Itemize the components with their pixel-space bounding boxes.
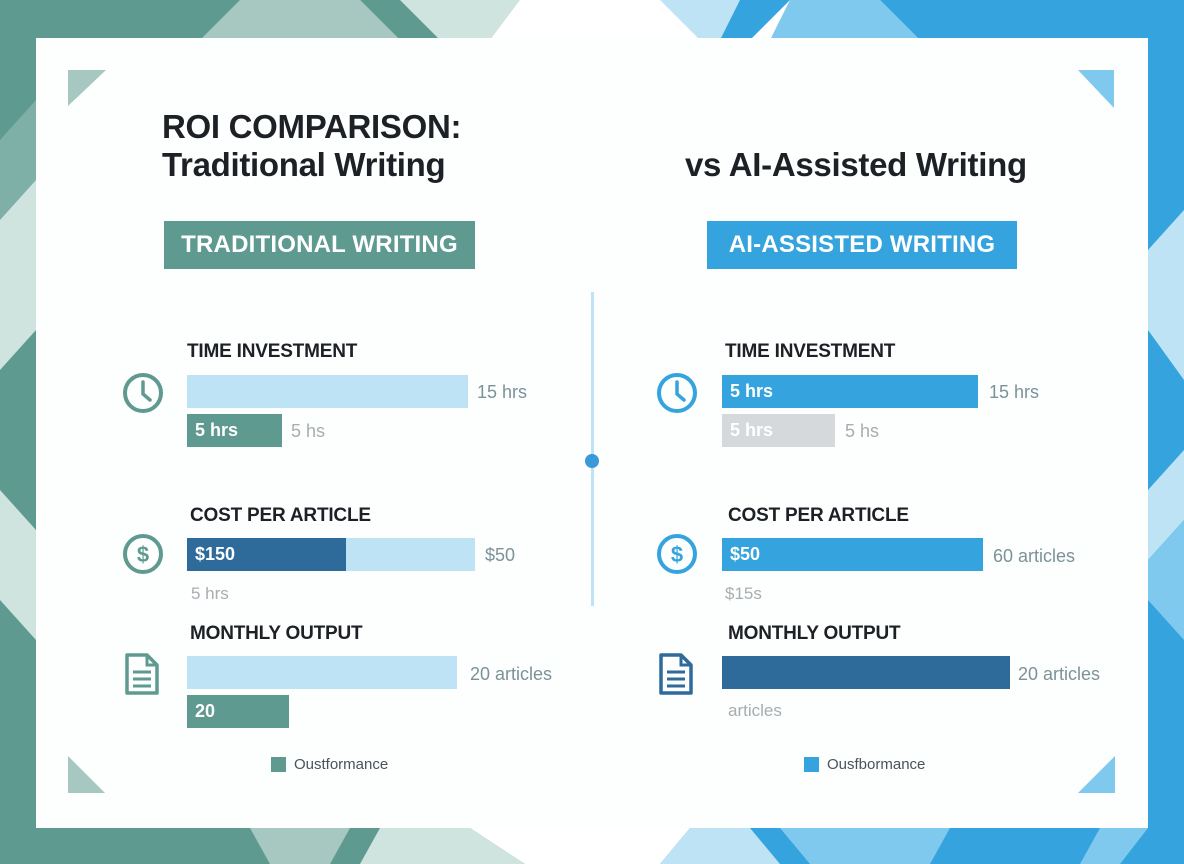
corner-triangle-bottom-right — [1078, 756, 1115, 793]
legend-traditional: Oustformance — [271, 756, 388, 773]
title-line-2-left: Traditional Writing — [162, 146, 446, 183]
metric-label-time: TIME INVESTMENT — [725, 341, 896, 362]
bar-time-1 — [187, 375, 468, 408]
sub-cost: $15s — [725, 584, 762, 603]
bar-cost-1: $150 — [187, 538, 346, 571]
title-line-2-right: vs AI-Assisted Writing — [685, 146, 1027, 183]
corner-triangle-top-left — [68, 70, 106, 106]
bar-time-1: 5 hrs — [722, 375, 978, 408]
svg-text:$: $ — [137, 542, 149, 567]
bar-output-2: 20 — [187, 695, 289, 728]
corner-triangle-bottom-left — [68, 756, 105, 793]
value-time-1: 15 hrs — [989, 382, 1040, 402]
sub-output: articles — [728, 701, 782, 720]
bar-time-2: 5 hrs — [722, 414, 835, 447]
svg-text:$: $ — [671, 542, 683, 567]
metric-label-output: MONTHLY OUTPUT — [728, 623, 901, 644]
dollar-icon: $ — [123, 534, 163, 574]
corner-triangle-top-right — [1078, 70, 1114, 108]
divider-dot — [585, 454, 599, 468]
bar-cost-1: $50 — [722, 538, 983, 571]
value-output-1: 20 articles — [1018, 664, 1101, 684]
legend-swatch — [804, 757, 819, 772]
traditional-badge: TRADITIONAL WRITING — [164, 221, 475, 269]
metric-label-output: MONTHLY OUTPUT — [190, 623, 363, 644]
sub-cost: 5 hrs — [191, 584, 229, 603]
center-divider — [591, 292, 594, 606]
value-cost-1: $50 — [485, 545, 516, 565]
document-icon — [125, 653, 159, 695]
title-line-1: ROI COMPARISON: — [162, 108, 462, 145]
legend-label: Oustformance — [294, 756, 389, 773]
value-output-1: 20 articles — [470, 664, 553, 684]
clock-icon — [123, 373, 163, 413]
bar-time-2: 5 hrs — [187, 414, 282, 447]
legend-swatch — [271, 757, 286, 772]
legend-label: Ousfbormance — [827, 756, 926, 773]
document-icon — [659, 653, 693, 695]
ai-badge: AI-ASSISTED WRITING — [707, 221, 1017, 269]
clock-icon — [657, 373, 697, 413]
value-time-2: 5 hs — [291, 421, 326, 441]
value-time-1: 15 hrs — [477, 382, 528, 402]
legend-ai: Ousfbormance — [804, 756, 925, 773]
value-time-2: 5 hs — [845, 421, 880, 441]
metric-label-cost: COST PER ARTICLE — [190, 505, 371, 526]
bar-output-1 — [187, 656, 457, 689]
dollar-icon: $ — [657, 534, 697, 574]
value-cost-1: 60 articles — [993, 546, 1076, 566]
page-title: ROI COMPARISON: Traditional Writing — [162, 108, 462, 184]
metric-label-time: TIME INVESTMENT — [187, 341, 358, 362]
metric-label-cost: COST PER ARTICLE — [728, 505, 909, 526]
bar-output-1 — [722, 656, 1010, 689]
